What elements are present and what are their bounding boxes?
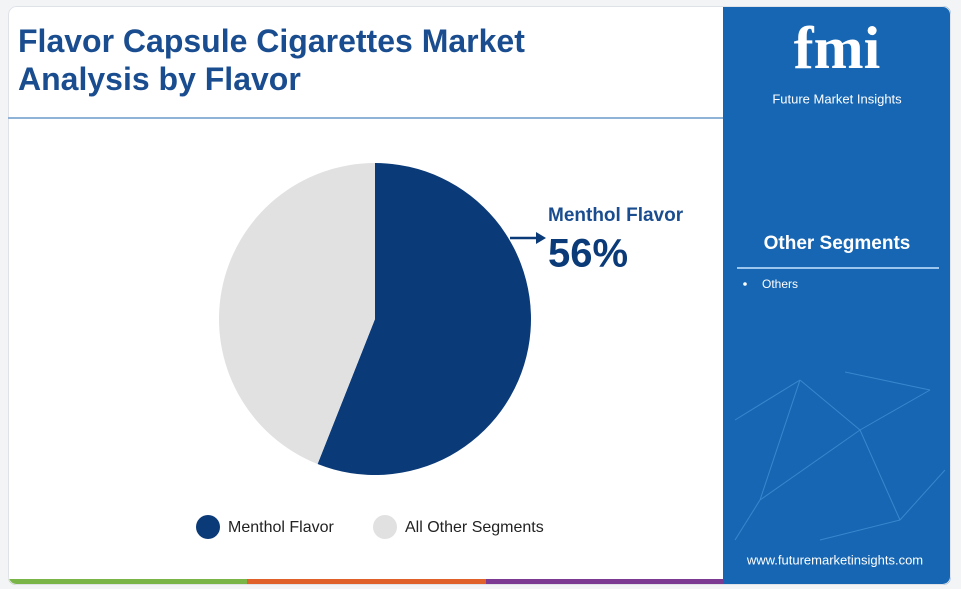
website: www.futuremarketinsights.com [746,552,923,567]
card-border [8,6,951,585]
legend-swatch [373,515,397,539]
footer-strip [8,579,247,585]
legend-label: All Other Segments [405,519,544,536]
legend-swatch [196,515,220,539]
title-box: Flavor Capsule Cigarettes Market Analysi… [18,23,525,97]
brand-name: Future Market Insights [772,91,902,106]
callout-value: 56% [548,232,628,276]
footer-strip [247,579,486,585]
callout-label: Menthol Flavor [548,205,684,226]
logo: fmi [794,15,881,81]
pie-slice [218,163,375,465]
network-decoration [734,371,946,541]
footer-strip [486,579,723,585]
card [8,6,951,585]
side-panel-title: Other Segments [764,233,911,254]
bullet [743,282,747,286]
pie-slice [317,163,531,475]
side-panel-item: Others [762,277,798,291]
legend-label: Menthol Flavor [228,519,334,536]
chart-title: Flavor Capsule Cigarettes Market Analysi… [18,23,525,97]
callout-arrowhead [536,232,546,244]
side-panel-bg [723,6,951,585]
